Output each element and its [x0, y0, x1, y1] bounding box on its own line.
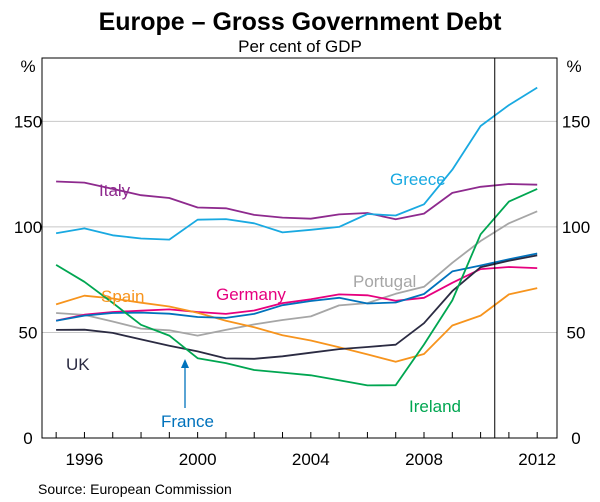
label-italy: Italy: [99, 181, 131, 200]
x-tick-1996: 1996: [66, 450, 104, 469]
source-note: Source: European Commission: [38, 481, 232, 497]
series-line-italy: [56, 180, 538, 221]
gridlines: [42, 120, 557, 333]
y-tick-right-150: 150: [562, 112, 590, 131]
y-tick-labels: 0 0 50 50 100 100 150 150: [14, 112, 590, 448]
y-axis-unit-left: %: [20, 57, 35, 76]
series-line-france: [55, 252, 538, 322]
y-tick-right-50: 50: [567, 323, 586, 342]
label-germany: Germany: [216, 285, 286, 304]
series-lines: [55, 86, 538, 387]
label-ireland: Ireland: [409, 397, 461, 416]
y-tick-right-0: 0: [571, 429, 580, 448]
x-tick-labels: 1996 2000 2004 2008 2012: [55, 432, 556, 469]
label-france: France: [161, 412, 214, 431]
y-tick-left-100: 100: [14, 218, 42, 237]
x-tick-2008: 2008: [405, 450, 443, 469]
x-tick-2012: 2012: [518, 450, 556, 469]
series-line-spain: [55, 287, 538, 363]
y-axis-unit-right: %: [566, 57, 581, 76]
france-pointer-arrowhead: [181, 359, 189, 368]
chart-subtitle: Per cent of GDP: [238, 37, 362, 56]
series-line-greece: [55, 86, 538, 241]
x-tick-2004: 2004: [292, 450, 330, 469]
label-portugal: Portugal: [353, 272, 416, 291]
y-tick-left-150: 150: [14, 112, 42, 131]
label-uk: UK: [66, 355, 90, 374]
series-line-portugal: [56, 210, 538, 337]
label-spain: Spain: [101, 287, 144, 306]
chart-title: Europe – Gross Government Debt: [99, 8, 503, 36]
series-line-germany: [55, 266, 538, 322]
y-tick-right-100: 100: [562, 218, 590, 237]
y-tick-left-50: 50: [19, 323, 38, 342]
y-tick-left-0: 0: [23, 429, 32, 448]
label-greece: Greece: [390, 170, 446, 189]
plot-frame: [41, 57, 558, 439]
x-tick-2000: 2000: [179, 450, 217, 469]
series-line-ireland: [55, 188, 538, 387]
